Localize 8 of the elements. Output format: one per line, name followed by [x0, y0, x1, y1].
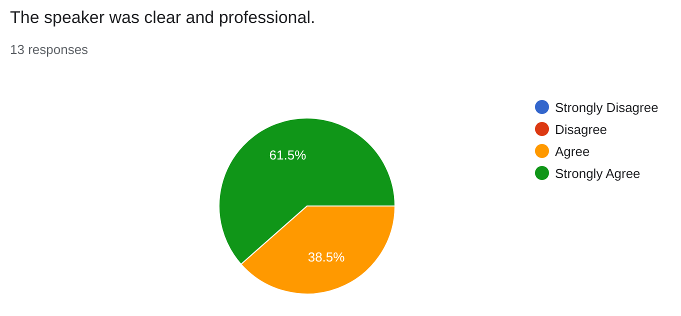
data-label: 61.5% — [269, 147, 307, 162]
legend-label: Strongly Agree — [555, 166, 640, 180]
chart-title: The speaker was clear and professional. — [10, 8, 316, 28]
legend-label: Strongly Disagree — [555, 100, 658, 114]
data-label: 38.5% — [308, 250, 346, 265]
text: 13 responses — [10, 42, 88, 57]
legend-label: Disagree — [555, 122, 608, 136]
legend-label: Agree — [555, 144, 590, 158]
